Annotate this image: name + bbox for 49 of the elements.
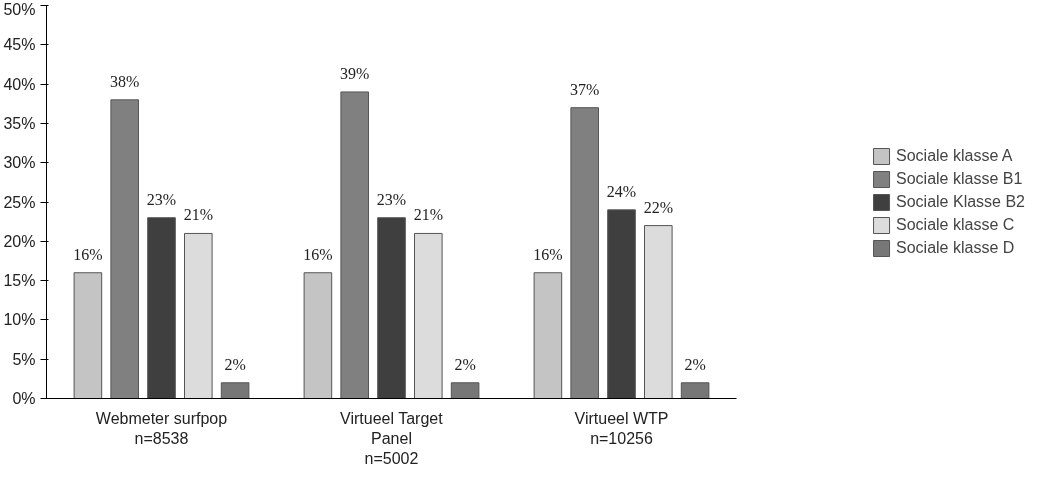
y-tick-label: 5% [12, 350, 36, 368]
bar [73, 272, 103, 399]
y-tick-label: 20% [3, 232, 36, 250]
legend-label: Sociale Klasse B2 [896, 192, 1025, 211]
data-label: 21% [413, 206, 443, 224]
y-tick-label: 0% [12, 390, 36, 407]
x-tick-label: Virtueel Target Panel n=5002 [340, 409, 444, 468]
data-label: 23% [146, 190, 177, 208]
data-label: 2% [224, 355, 246, 373]
bar [377, 217, 406, 399]
data-label: 21% [183, 206, 213, 224]
bar [414, 232, 443, 399]
data-label: 22% [643, 198, 673, 216]
x-tick-label: Webmeter surfpop n=8538 [95, 409, 228, 447]
legend-label: Sociale klasse C [896, 215, 1015, 234]
data-label: 16% [73, 245, 103, 263]
data-label: 2% [684, 355, 706, 373]
bar [110, 99, 139, 399]
bar [303, 272, 333, 399]
y-tick-label: 40% [3, 75, 36, 93]
bar [570, 107, 599, 399]
y-tick-label: 50% [3, 0, 36, 18]
y-tick-label: 25% [3, 193, 36, 211]
bar [607, 209, 636, 399]
bar [184, 232, 213, 399]
data-label: 16% [303, 245, 333, 263]
data-label: 2% [454, 355, 476, 373]
legend-label: Sociale klasse D [896, 238, 1015, 257]
legend-label: Sociale klasse A [896, 146, 1013, 165]
data-label: 23% [376, 190, 407, 208]
bar [680, 382, 710, 399]
bar [147, 217, 176, 399]
bar [220, 382, 250, 399]
data-label: 16% [533, 245, 563, 263]
y-tick-label: 35% [3, 114, 36, 132]
bar [533, 272, 563, 399]
x-tick-label: Virtueel WTP n=10256 [574, 409, 669, 447]
data-label: 24% [606, 182, 637, 200]
data-label: 38% [110, 72, 140, 90]
y-tick-label: 30% [3, 154, 36, 172]
data-label: 39% [340, 64, 370, 82]
data-label: 37% [570, 80, 600, 98]
y-tick-label: 15% [3, 272, 36, 290]
bar [340, 91, 369, 399]
y-tick-label: 45% [3, 36, 36, 54]
legend-label: Sociale klasse B1 [896, 169, 1023, 188]
bar [450, 382, 480, 399]
bar [644, 225, 673, 399]
y-tick-label: 10% [3, 311, 36, 329]
